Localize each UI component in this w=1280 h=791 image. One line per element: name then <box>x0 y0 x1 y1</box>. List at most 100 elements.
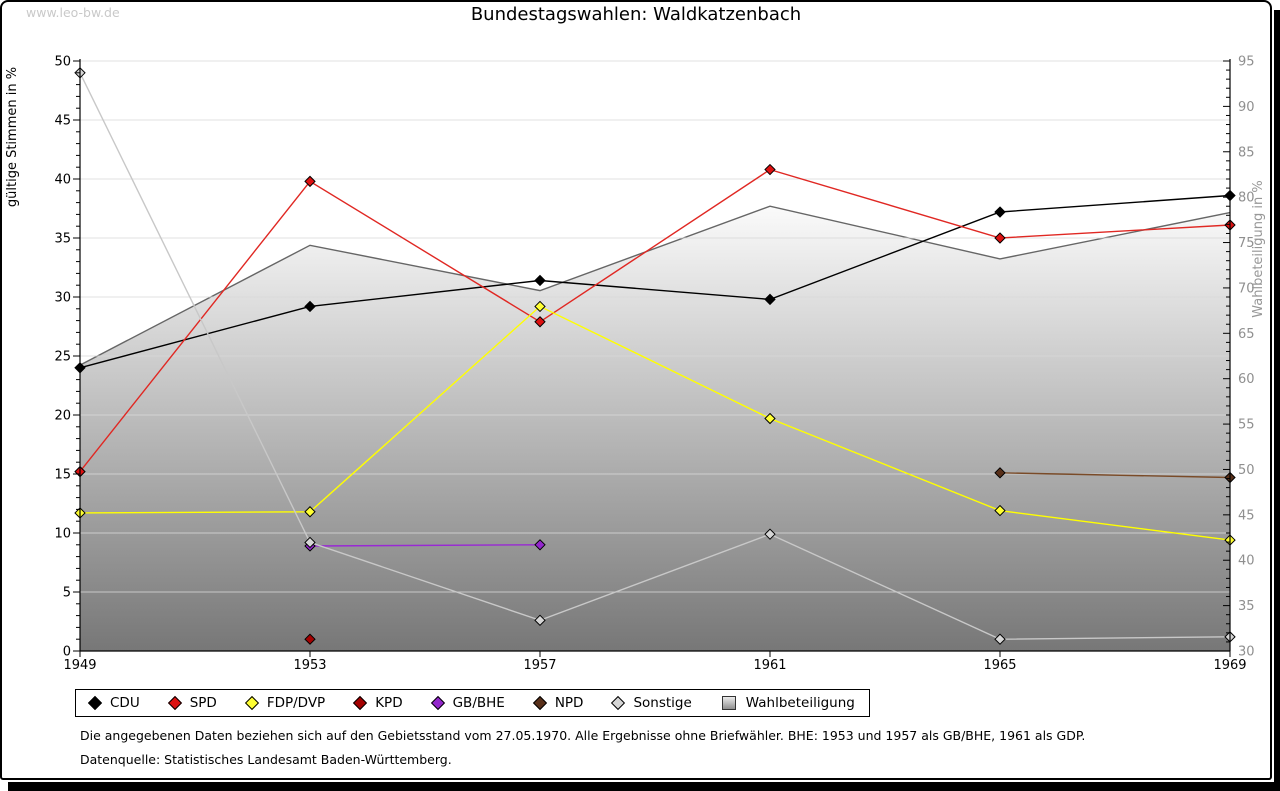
kpd-legend-marker <box>353 695 368 711</box>
right-tick-label: 70 <box>1238 281 1255 296</box>
tick-labels: 0 5 10 15 20 25 30 35 40 45 50 30 35 40 45 50 55 60 65 70 75… <box>54 55 1254 674</box>
page-shadow-bottom <box>8 782 1280 791</box>
cdu-legend-marker <box>87 695 103 711</box>
legend-label-cdu: CDU <box>110 695 140 711</box>
legend-item-wahlbeteiligung: Wahlbeteiligung <box>721 695 855 711</box>
right-tick-label: 75 <box>1238 236 1255 251</box>
series-cdu-line <box>79 194 1231 369</box>
legend-item-sonstige: Sonstige <box>611 695 692 711</box>
gb-bhe-marker <box>534 539 546 551</box>
legend-label-npd: NPD <box>554 695 584 711</box>
series-fdp-dvp-line <box>79 305 1231 541</box>
legend-label-gb-bhe: GB/BHE <box>452 695 505 711</box>
right-tick-label: 45 <box>1238 508 1255 523</box>
sonstige-legend-marker <box>611 695 626 711</box>
legend-item-gb-bhe: GB/BHE <box>430 695 505 711</box>
left-tick-label: 50 <box>54 55 71 70</box>
left-tick-label: 20 <box>54 409 71 424</box>
spd-marker <box>994 232 1006 244</box>
left-tick-label: 0 <box>63 645 71 660</box>
series-gb-bhe-line <box>309 544 541 547</box>
series-cdu <box>74 189 1236 374</box>
legend-item-spd: SPD <box>167 695 217 711</box>
right-tick-label: 55 <box>1238 418 1255 433</box>
left-axis-title: gültige Stimmen in % <box>5 66 20 208</box>
spd-marker <box>764 163 776 176</box>
x-tick-label: 1961 <box>753 658 786 673</box>
series-spd <box>74 163 1236 478</box>
x-tick-label: 1965 <box>983 658 1016 673</box>
kpd-marker <box>304 633 316 645</box>
right-tick-label: 50 <box>1238 463 1255 478</box>
right-tick-label: 35 <box>1238 599 1255 614</box>
fdp-dvp-legend-marker <box>244 695 259 711</box>
page-shadow-right <box>1274 10 1280 791</box>
legend-label-wahlbeteiligung: Wahlbeteiligung <box>745 695 855 711</box>
right-tick-label: 80 <box>1238 191 1255 206</box>
x-tick-label: 1969 <box>1213 658 1246 673</box>
gridlines <box>80 60 1230 593</box>
footnote-line-2: Datenquelle: Statistisches Landesamt Bad… <box>80 752 452 767</box>
spd-marker <box>534 316 546 328</box>
axes <box>73 59 1231 657</box>
right-tick-label: 40 <box>1238 554 1255 569</box>
npd-legend-marker <box>532 695 547 711</box>
series-fdp-dvp <box>74 300 1236 546</box>
legend-item-fdp-dvp: FDP/DVP <box>244 695 326 711</box>
fdp-dvp-marker <box>304 506 316 518</box>
cdu-marker <box>304 300 316 313</box>
fdp-dvp-marker <box>764 412 776 425</box>
series-kpd <box>304 633 316 645</box>
left-tick-label: 10 <box>54 527 71 542</box>
legend-label-kpd: KPD <box>375 695 403 711</box>
legend-item-kpd: KPD <box>353 695 403 711</box>
left-tick-label: 5 <box>63 586 71 601</box>
sonstige-marker <box>534 614 546 627</box>
cdu-marker <box>764 293 776 306</box>
cdu-marker <box>534 274 546 287</box>
series-sonstige <box>74 67 1236 645</box>
chart-title: Bundestagswahlen: Waldkatzenbach <box>470 4 802 25</box>
legend-label-spd: SPD <box>189 695 217 711</box>
right-axis-title: Wahlbeteiligung in % <box>1251 180 1266 318</box>
sonstige-marker <box>764 528 776 540</box>
fdp-dvp-marker <box>994 504 1006 517</box>
legend-label-sonstige: Sonstige <box>633 695 692 711</box>
x-tick-label: 1949 <box>63 658 96 673</box>
sonstige-marker <box>304 536 316 549</box>
right-tick-label: 85 <box>1238 145 1255 160</box>
cdu-marker <box>994 206 1006 218</box>
wahlbeteiligung-legend-marker <box>721 696 736 710</box>
chart-legend: CDU SPD FDP/DVP KPD GB/BHE NPD Sonstige Wahlbet… <box>75 689 870 717</box>
legend-item-npd: NPD <box>532 695 584 711</box>
left-tick-label: 30 <box>54 291 71 306</box>
legend-item-cdu: CDU <box>87 695 140 711</box>
series-npd-line <box>999 472 1231 479</box>
right-tick-label: 60 <box>1238 372 1255 387</box>
watermark: www.leo-bw.de <box>26 5 120 20</box>
series-sonstige-line <box>79 72 1231 640</box>
left-tick-label: 40 <box>54 173 71 188</box>
left-tick-label: 35 <box>54 232 71 247</box>
left-tick-label: 25 <box>54 350 71 365</box>
fdp-dvp-marker <box>534 300 546 313</box>
right-tick-label: 95 <box>1238 55 1255 70</box>
spd-marker <box>304 175 316 188</box>
x-tick-label: 1953 <box>293 658 326 673</box>
footnote-line-1: Die angegebenen Daten beziehen sich auf … <box>80 728 1086 743</box>
right-tick-label: 30 <box>1238 645 1255 660</box>
sonstige-marker <box>994 633 1006 645</box>
npd-marker <box>994 467 1006 479</box>
left-tick-label: 45 <box>54 114 71 129</box>
turnout-area-edge <box>79 205 1231 366</box>
gb-bhe-legend-marker <box>430 695 445 711</box>
left-tick-label: 15 <box>54 468 71 483</box>
legend-label-fdp-dvp: FDP/DVP <box>266 695 326 711</box>
right-tick-label: 90 <box>1238 100 1255 115</box>
spd-legend-marker <box>167 695 182 711</box>
series-npd <box>994 467 1236 484</box>
turnout-area <box>80 206 1230 651</box>
series-spd-line <box>79 168 1231 473</box>
right-tick-label: 65 <box>1238 327 1255 342</box>
